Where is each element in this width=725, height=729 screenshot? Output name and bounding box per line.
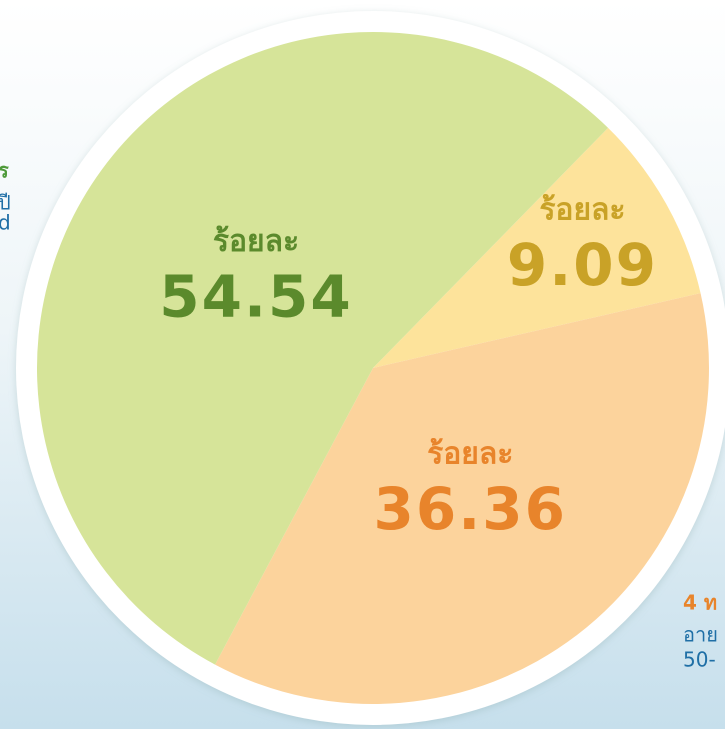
slice-value: 54.54	[159, 262, 352, 330]
right-note-line: 50-	[683, 648, 716, 672]
right-note-title: 4 ท	[683, 591, 717, 615]
pie	[36, 31, 710, 704]
slice-value: 9.09	[507, 231, 658, 299]
left-note-line: ปี	[0, 191, 11, 215]
slice-caption: ร้อยละ	[213, 224, 299, 259]
right-note-line: อาย	[683, 623, 718, 647]
left-note-title: ร	[0, 159, 9, 183]
pie-slice	[215, 293, 710, 704]
pie-slice	[36, 31, 609, 665]
pie-slice	[373, 127, 701, 368]
slice-caption: ร้อยละ	[427, 437, 513, 472]
slice-caption: ร้อยละ	[539, 192, 625, 227]
slice-value: 36.36	[373, 475, 566, 543]
left-note-line: d	[0, 211, 11, 235]
